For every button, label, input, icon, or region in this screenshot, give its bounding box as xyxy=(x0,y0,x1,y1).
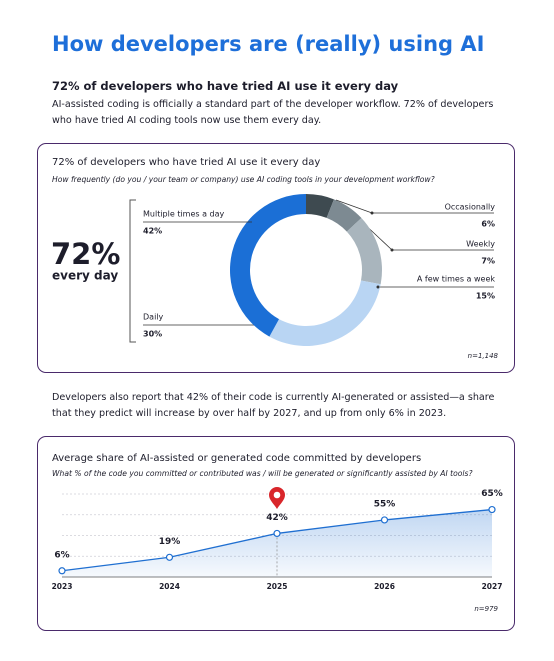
segment-label: Multiple times a day xyxy=(143,210,225,219)
value-label: 15% xyxy=(476,292,495,301)
segment-label: Daily xyxy=(143,313,164,322)
callout-value: 72% xyxy=(51,237,120,271)
segment-label: Occasionally xyxy=(445,203,496,212)
note: n=979 xyxy=(474,605,498,613)
value-label: 6% xyxy=(54,550,69,560)
donut-segment xyxy=(230,194,306,337)
callout-label: every day xyxy=(52,269,118,283)
connector-dot xyxy=(390,248,394,252)
bracket xyxy=(129,199,136,343)
point xyxy=(273,529,281,538)
value-label: 42% xyxy=(266,513,288,523)
x-tick-label: 2024 xyxy=(159,582,180,591)
donut-segment xyxy=(326,199,362,232)
value-label: 65% xyxy=(481,489,503,499)
donut-segment xyxy=(306,194,334,218)
chart-subtitle: How frequently (do you / your team or co… xyxy=(52,175,435,184)
point xyxy=(58,567,66,575)
donut-segment xyxy=(269,280,381,346)
chart-subtitle: What % of the code you committed or cont… xyxy=(52,469,473,478)
value-label: 19% xyxy=(159,537,181,547)
point xyxy=(165,553,174,561)
value-label: 55% xyxy=(374,499,396,509)
page-title: How developers are (really) using AI xyxy=(52,32,485,56)
chart-title: 72% of developers who have tried AI use … xyxy=(52,157,320,168)
card xyxy=(37,143,515,373)
value-label: 7% xyxy=(481,257,495,266)
point xyxy=(380,516,389,524)
chart-title: Average share of AI-assisted or generate… xyxy=(52,453,421,464)
pin-hole xyxy=(273,491,281,499)
point xyxy=(488,505,496,514)
value-label: 42% xyxy=(143,227,162,236)
page-subtitle: 72% of developers who have tried AI use … xyxy=(52,79,399,93)
body-text: Developers also report that 42% of their… xyxy=(52,392,495,419)
value-label: 6% xyxy=(481,220,495,229)
x-tick-label: 2025 xyxy=(267,582,288,591)
x-tick-label: 2027 xyxy=(482,582,503,591)
value-label: 30% xyxy=(143,330,162,339)
segment-label: A few times a week xyxy=(417,275,495,284)
connector-dot xyxy=(370,211,374,215)
x-tick-label: 2026 xyxy=(374,582,395,591)
segment-label: Weekly xyxy=(466,240,495,249)
donut-segment xyxy=(346,217,382,285)
note: n=1,148 xyxy=(468,352,499,360)
intro-text: AI-assisted coding is officially a stand… xyxy=(52,99,494,126)
x-tick-label: 2023 xyxy=(52,582,73,591)
card xyxy=(37,436,515,631)
connector-dot xyxy=(376,285,380,289)
